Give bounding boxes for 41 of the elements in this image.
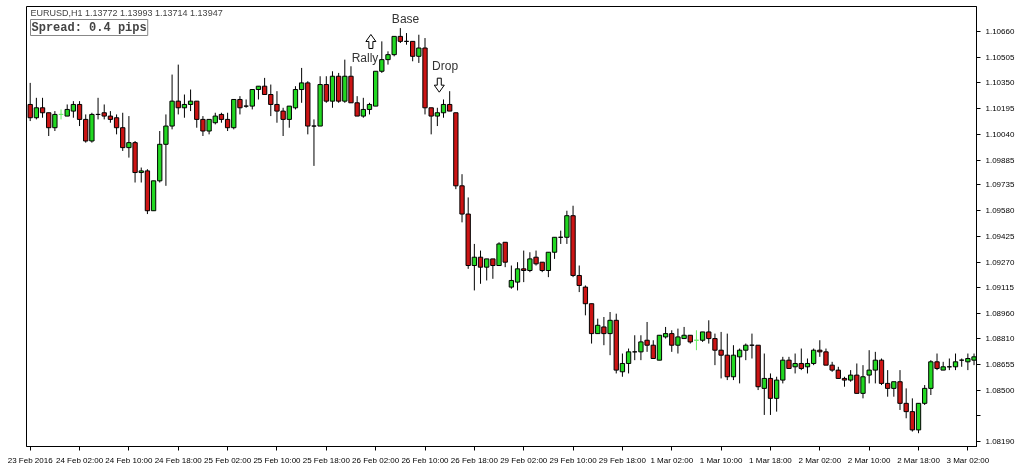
y-tick-label: 1.10505 [985,52,1015,62]
x-tick-label: 25 Feb 18:00 [302,455,351,465]
y-tick-label: 1.08810 [985,334,1015,344]
x-tick-label: 1 Mar 10:00 [699,455,744,465]
y-tick-label: 1.08190 [985,437,1015,447]
x-tick-label: 29 Feb 18:00 [598,455,647,465]
y-tick-label: 1.09425 [985,231,1015,241]
annotation: Spread: 0.4 pips [31,20,147,35]
x-tick-label: 24 Feb 10:00 [105,455,154,465]
x-tick-label: 29 Feb 02:00 [500,455,548,465]
x-tick-label: 3 Mar 02:00 [946,455,990,465]
x-tick-label: 26 Feb 02:00 [352,455,400,465]
x-tick-label: 1 Mar 18:00 [749,455,793,465]
annotation: Rally [351,50,379,65]
x-tick-label: 2 Mar 18:00 [897,455,941,465]
x-tick-label: 26 Feb 18:00 [450,455,499,465]
y-tick-label: 1.10350 [985,78,1015,88]
x-tick-label: 24 Feb 02:00 [55,455,104,465]
y-tick-label: 1.08960 [985,309,1015,319]
y-tick-label: 1.09735 [985,180,1015,190]
y-tick-label: 1.08500 [985,385,1015,395]
y-tick-label: 1.09885 [985,155,1015,165]
chart-title: EURUSD,H1 1.13772 1.13993 1.13714 1.13947 [30,7,223,18]
y-tick-label: 1.09115 [985,283,1015,293]
y-tick-label: 1.10195 [985,104,1015,114]
y-tick-label: 1.09580 [985,206,1015,216]
y-tick-label: 1.08655 [985,359,1015,369]
x-tick-label: 2 Mar 02:00 [798,455,842,465]
x-tick-label: 23 Feb 2016 [7,455,54,465]
x-tick-label: 24 Feb 18:00 [154,455,203,465]
x-tick-label: 2 Mar 10:00 [847,455,892,465]
x-tick-label: 29 Feb 10:00 [549,455,598,465]
x-tick-label: 25 Feb 02:00 [204,455,252,465]
annotation: Drop [432,58,459,73]
x-tick-label: 25 Feb 10:00 [253,455,302,465]
y-tick-label: 1.10660 [985,26,1015,36]
y-tick-label: 1.09270 [985,257,1015,267]
y-tick-label: 1.10040 [985,129,1015,139]
annotation: Base [391,12,420,27]
x-tick-label: 26 Feb 10:00 [401,455,450,465]
x-tick-label: 1 Mar 02:00 [650,455,694,465]
